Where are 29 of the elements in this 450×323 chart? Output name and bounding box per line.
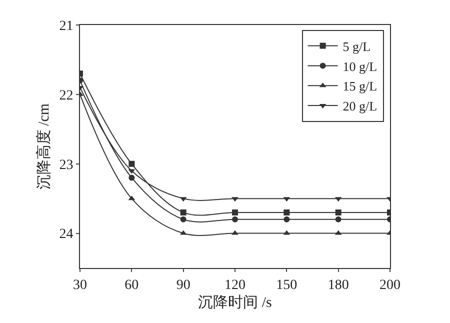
x-tick-label: 90 — [176, 278, 190, 293]
y-tick-label: 23 — [59, 158, 74, 173]
x-tick-label: 30 — [73, 278, 87, 293]
y-tick-label: 21 — [59, 18, 74, 34]
point — [232, 230, 238, 235]
point — [284, 209, 290, 216]
y-axis-title: 沉降高度 /cm — [35, 103, 52, 190]
legend-label: 15 g/L — [342, 78, 378, 94]
point — [232, 216, 238, 222]
point — [232, 197, 238, 202]
x-tick-label: 120 — [224, 278, 246, 293]
point — [128, 160, 135, 167]
x-tick-label: 150 — [276, 278, 298, 293]
legend-label: 20 g/L — [342, 98, 378, 114]
y-tick-label: 22 — [59, 88, 74, 104]
point — [128, 174, 135, 181]
point — [232, 209, 238, 216]
y-tick-label: 24 — [59, 227, 74, 242]
x-tick-label: 180 — [328, 278, 349, 293]
point — [180, 209, 186, 216]
point — [284, 216, 290, 222]
x-tick-label: 200 — [380, 278, 400, 293]
point — [335, 216, 342, 222]
point — [335, 209, 342, 216]
point — [180, 216, 186, 222]
legend-label: 5 g/L — [342, 38, 371, 54]
x-tick-label: 60 — [124, 278, 139, 293]
legend-label: 10 g/L — [342, 58, 378, 74]
x-axis-title: 沉降时间 /s — [198, 294, 272, 311]
